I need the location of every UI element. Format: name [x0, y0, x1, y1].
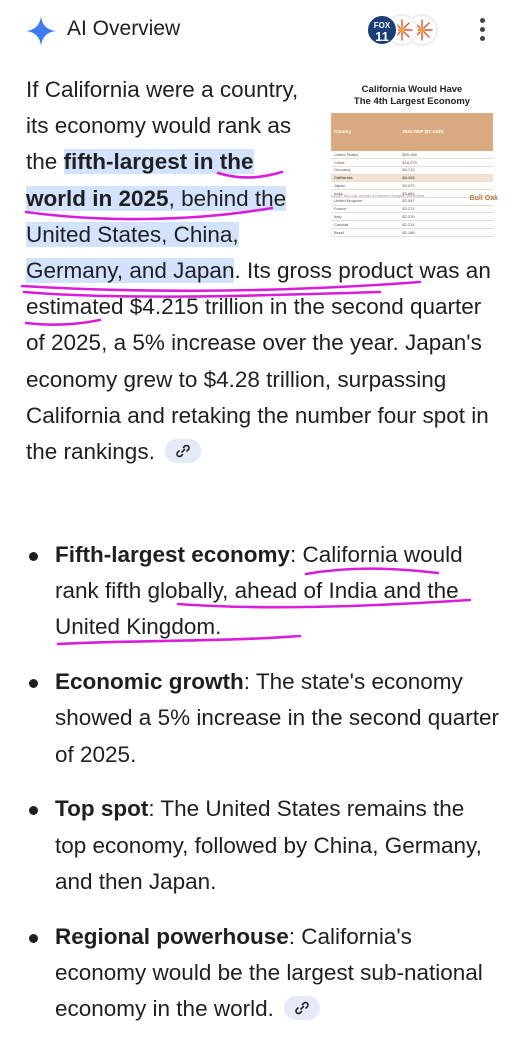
gdp-cell: $2.214 — [399, 220, 493, 230]
gemini-sparkle-icon — [26, 16, 56, 46]
overview-text: If California were a country, its econom… — [26, 77, 299, 175]
country-cell: Germany — [331, 166, 400, 175]
thumbnail-title: California Would Have The 4th Largest Eco… — [353, 84, 471, 107]
country-cell: Italy — [331, 212, 400, 222]
table-row: India $3.889 — [331, 189, 493, 198]
table-row: France $3.174 — [331, 205, 493, 214]
table-row: United States $29.168 — [331, 151, 493, 160]
country-cell: India — [331, 189, 400, 198]
bullet-title: Fifth-largest economy — [55, 542, 291, 567]
table-row: Germany $4.710 — [331, 166, 493, 175]
table-row: United Kingdom $3.587 — [331, 197, 493, 206]
overview-text: , behind the — [168, 185, 287, 211]
overview-title: AI Overview — [67, 17, 181, 40]
fox11-logo: FOX 11 — [366, 14, 398, 46]
table-row: Canada $2.214 — [331, 220, 493, 230]
overview-paragraph: California Would Have The 4th Largest Eco… — [26, 72, 506, 470]
thumbnail-source-note: Source: Bull Oak, Bureau of Economic Ana… — [331, 193, 425, 198]
gdp-cell: $2.188 — [399, 228, 493, 237]
list-item: Economic growth: The state's economy sho… — [26, 664, 501, 773]
country-cell: France — [331, 205, 400, 214]
bullet-text: : The state's economy showed a 5% increa… — [55, 669, 500, 767]
list-item: Fifth-largest economy: California would … — [26, 537, 501, 646]
country-cell: United Kingdom — [331, 197, 400, 206]
bullet-title: Regional powerhouse — [55, 923, 289, 949]
country-cell: Canada — [331, 220, 400, 230]
country-cell: California — [331, 174, 400, 183]
table-row: California $4.103 — [331, 174, 493, 183]
source-avatars[interactable]: FOX 11 — [366, 14, 440, 48]
table-row: Brazil $2.188 — [331, 228, 493, 237]
more-options-icon[interactable] — [474, 18, 490, 44]
source-link-chip[interactable] — [164, 439, 201, 464]
bull-oak-logo: Bull Oak — [469, 194, 498, 202]
bullet-dot — [29, 552, 38, 561]
table-row: China $18.273 — [331, 158, 493, 167]
gdp-cell: $4.710 — [399, 166, 493, 175]
ai-overview-header: AI Overview FOX 11 — [0, 0, 517, 62]
overview-text: . Its gross product was an estimated $4.… — [26, 258, 491, 465]
bullet-dot — [29, 679, 38, 689]
gdp-cell: $18.273 — [399, 158, 493, 167]
bullet-dot — [29, 806, 38, 816]
country-cell: United States — [331, 151, 400, 160]
highlight-countries: United States, China, Germany, and Japan — [26, 221, 239, 284]
list-item: Regional powerhouse: California's econom… — [26, 919, 501, 1028]
gdp-table: Country 2024 GDP ($T USD) United States $2… — [331, 113, 493, 237]
gdp-cell: $3.889 — [399, 189, 493, 198]
source-link-chip[interactable] — [283, 996, 320, 1021]
gdp-cell: $4.070 — [399, 181, 493, 191]
bullet-text: : California's economy would be the larg… — [55, 923, 483, 1022]
bullet-list: Fifth-largest economy: California would … — [26, 537, 501, 1046]
gdp-cell: $3.174 — [399, 205, 493, 214]
bullet-dot — [29, 933, 38, 943]
country-cell: Japan — [331, 181, 400, 191]
table-row: Japan $4.070 — [331, 181, 493, 191]
bullet-text: : The United States remains the top econ… — [55, 796, 482, 894]
gdp-cell: $29.168 — [399, 151, 493, 160]
gdp-cell: $3.587 — [399, 197, 493, 206]
link-icon — [295, 1001, 309, 1015]
bullet-title: Top spot — [55, 796, 149, 822]
bullet-title: Economic growth — [55, 669, 244, 695]
economy-chart-thumbnail[interactable]: California Would Have The 4th Largest Eco… — [318, 78, 506, 237]
link-icon — [176, 444, 190, 458]
gdp-cell: $4.103 — [399, 174, 493, 183]
list-item: Top spot: The United States remains the … — [26, 791, 501, 900]
table-row: Italy $2.376 — [331, 212, 493, 222]
country-cell: Brazil — [331, 228, 400, 237]
country-cell: China — [331, 158, 400, 167]
gdp-cell: $2.376 — [399, 212, 493, 222]
